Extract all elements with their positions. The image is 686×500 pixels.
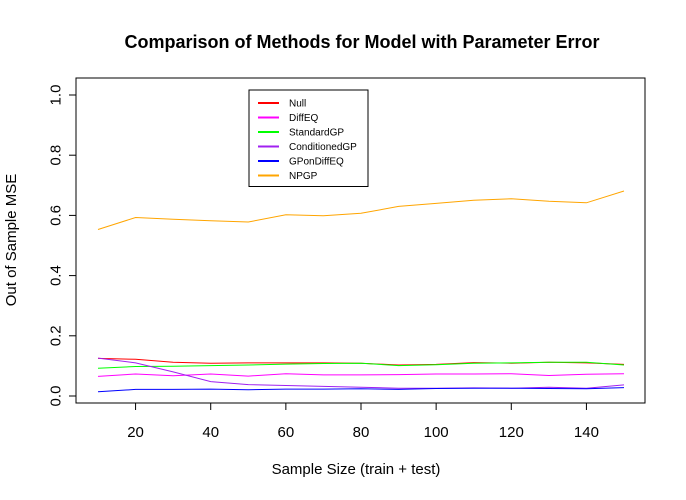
legend-label: GPonDiffEQ <box>289 157 344 168</box>
legend-box <box>248 89 369 187</box>
x-tick-label: 20 <box>127 424 144 441</box>
legend-label: NPGP <box>289 171 318 182</box>
x-tick-label: 140 <box>574 424 599 441</box>
y-tick-label: 1.0 <box>48 85 65 106</box>
y-axis: 0.0 0.2 0.4 0.6 0.8 1.0 <box>48 85 77 407</box>
legend-label: StandardGP <box>289 128 344 139</box>
series-line-standardgp <box>97 361 625 369</box>
series-line-null <box>97 357 625 366</box>
series-line-diffeq <box>97 373 625 377</box>
legend-label: ConditionedGP <box>289 142 357 153</box>
x-tick-label: 40 <box>202 424 219 441</box>
y-tick-label: 0.4 <box>48 265 65 286</box>
legend-label: DiffEQ <box>289 113 318 124</box>
x-tick-label: 60 <box>278 424 295 441</box>
x-axis: 20 40 60 80 100 120 140 <box>127 402 599 441</box>
series-line-gpondiffeq <box>97 387 625 393</box>
x-tick-label: 80 <box>353 424 370 441</box>
x-tick-label: 100 <box>424 424 449 441</box>
y-tick-label: 0.6 <box>48 205 65 226</box>
x-tick-label: 120 <box>499 424 524 441</box>
y-axis-label: Out of Sample MSE <box>3 174 20 307</box>
y-tick-label: 0.2 <box>48 325 65 346</box>
y-tick-label: 0.0 <box>48 386 65 407</box>
legend: Null DiffEQ StandardGP ConditionedGP GPonDif… <box>248 89 369 187</box>
chart-title: Comparison of Methods for Model with Par… <box>124 32 599 52</box>
series-line-npgp <box>97 190 625 230</box>
y-tick-label: 0.8 <box>48 145 65 166</box>
series-line-conditionedgp <box>97 357 625 389</box>
x-axis-label: Sample Size (train + test) <box>272 461 441 478</box>
legend-label: Null <box>289 99 306 110</box>
series-lines <box>97 190 625 393</box>
